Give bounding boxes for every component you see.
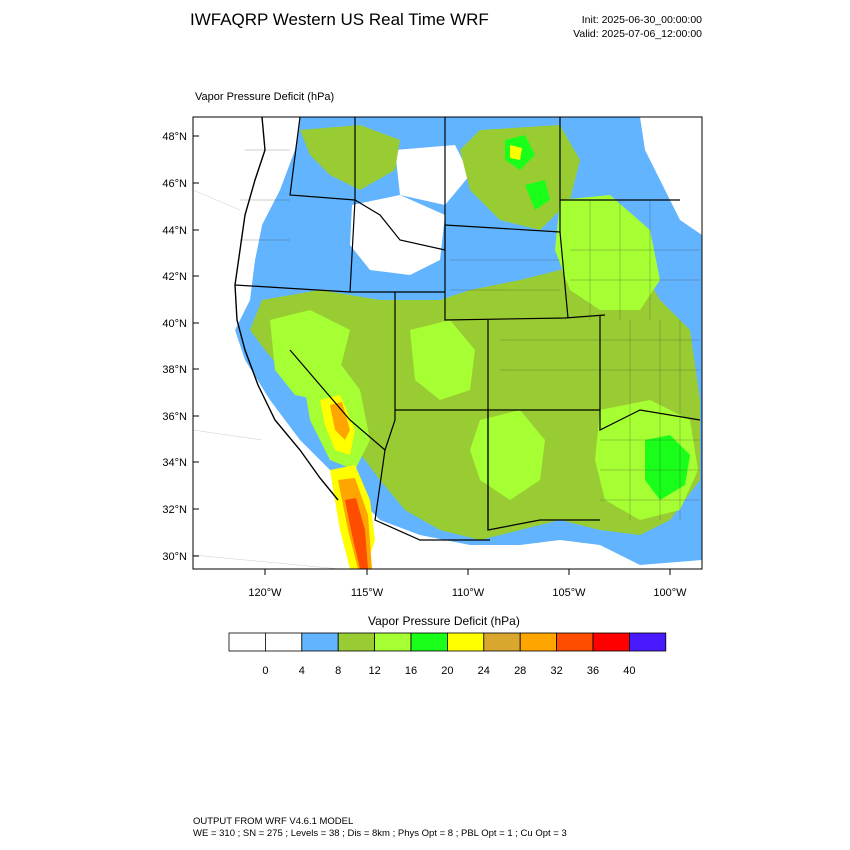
lon-label: 120°W (248, 587, 282, 599)
colorbar-tick-label: 8 (335, 665, 341, 677)
lat-label: 36°N (162, 411, 187, 423)
lon-labels: 120°W 115°W 110°W 105°W 100°W (248, 587, 687, 599)
colorbar-tick-label: 36 (587, 665, 599, 677)
graticule (193, 189, 341, 569)
colorbar-tick-label: 0 (262, 665, 268, 677)
colorbar-swatch (374, 632, 412, 652)
lon-label: 115°W (351, 587, 384, 599)
vpd-field (193, 117, 702, 569)
colorbar-tick-label: 12 (368, 665, 380, 677)
colorbar-tick-label: 16 (405, 665, 417, 677)
colorbar-tick-labels: 0 4 8 12 16 20 24 28 32 36 40 (262, 665, 635, 677)
colorbar-swatch (228, 632, 266, 652)
colorbar-swatch (264, 632, 303, 652)
colorbar-swatch (410, 632, 448, 652)
lon-label: 105°W (552, 587, 586, 599)
map-frame (192, 116, 703, 570)
colorbar-title: Vapor Pressure Deficit (hPa) (368, 614, 520, 628)
colorbar-swatch (629, 632, 667, 652)
colorbar-tick-label: 32 (550, 665, 562, 677)
colorbar-tick-label: 20 (441, 665, 453, 677)
lat-label: 46°N (162, 178, 187, 190)
map-title: IWFAQRP Western US Real Time WRF (190, 10, 489, 29)
colorbar-tick-label: 4 (299, 665, 305, 677)
colorbar-swatch (337, 632, 376, 652)
colorbar-swatch (446, 632, 485, 652)
colorbar-swatch (519, 632, 558, 652)
lon-label: 110°W (452, 587, 485, 599)
lat-label: 30°N (162, 551, 187, 563)
lat-label: 48°N (162, 131, 187, 143)
map-area (193, 117, 702, 569)
colorbar-swatch (592, 632, 630, 652)
state-boundaries (234, 117, 701, 541)
county-boundaries (240, 149, 700, 520)
lat-label: 34°N (162, 457, 187, 469)
colorbar-tick-label: 40 (623, 665, 635, 677)
field-label: Vapor Pressure Deficit (hPa) (195, 91, 335, 103)
lon-label: 100°W (653, 587, 687, 599)
valid-time: Valid: 2025-07-06_12:00:00 (573, 28, 702, 40)
lat-label: 44°N (162, 225, 187, 237)
lat-ticks (193, 135, 199, 557)
lat-label: 42°N (162, 271, 187, 283)
lat-labels: 48°N 46°N 44°N 42°N 40°N 38°N 36°N 34°N … (162, 131, 187, 563)
lon-ticks (264, 569, 671, 575)
model-info-line-2: WE = 310 ; SN = 275 ; Levels = 38 ; Dis … (193, 828, 567, 839)
model-info-line-1: OUTPUT FROM WRF V4.6.1 MODEL (193, 816, 354, 827)
colorbar (228, 632, 667, 652)
colorbar-swatch (556, 632, 594, 652)
colorbar-tick-label: 24 (478, 665, 490, 677)
lat-label: 40°N (162, 318, 187, 330)
colorbar-swatch (301, 632, 339, 652)
colorbar-swatch (483, 632, 521, 652)
lat-label: 32°N (162, 504, 187, 516)
lat-label: 38°N (162, 364, 187, 376)
colorbar-tick-label: 28 (514, 665, 526, 677)
coastline (234, 116, 339, 501)
init-time: Init: 2025-06-30_00:00:00 (581, 14, 702, 26)
